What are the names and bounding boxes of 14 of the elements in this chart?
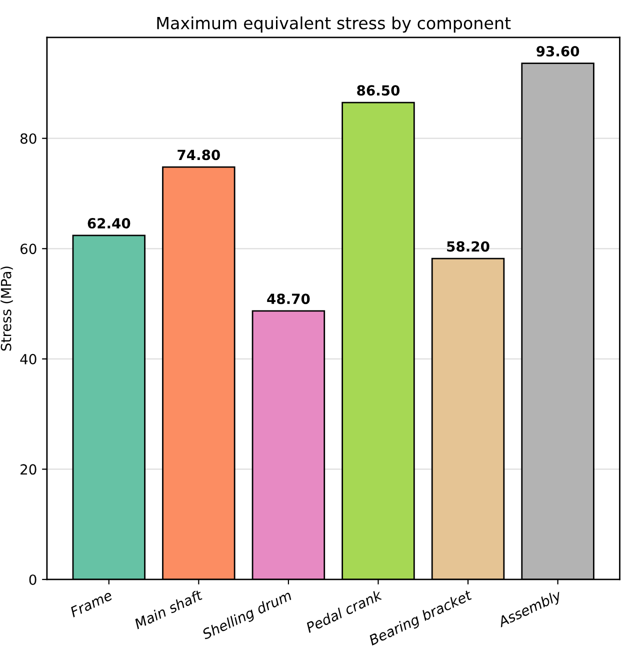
y-tick-label: 60	[20, 244, 36, 254]
y-tick-label: 0	[29, 574, 36, 585]
data-label: 48.70	[267, 294, 310, 304]
data-label: 74.80	[178, 150, 220, 160]
data-label: 62.40	[88, 218, 130, 229]
y-tick-label: 40	[20, 354, 36, 364]
x-tick-label: Main shaft	[133, 589, 204, 630]
chart-title: Maximum equivalent stress by component	[157, 16, 511, 33]
data-label: 93.60	[536, 46, 580, 57]
y-axis-title: Stress (MPa)	[0, 266, 13, 351]
y-tick-label: 80	[20, 133, 36, 144]
y-tick-label: 20	[20, 464, 36, 475]
data-label: 86.50	[357, 85, 400, 96]
data-label: 58.20	[447, 241, 490, 252]
